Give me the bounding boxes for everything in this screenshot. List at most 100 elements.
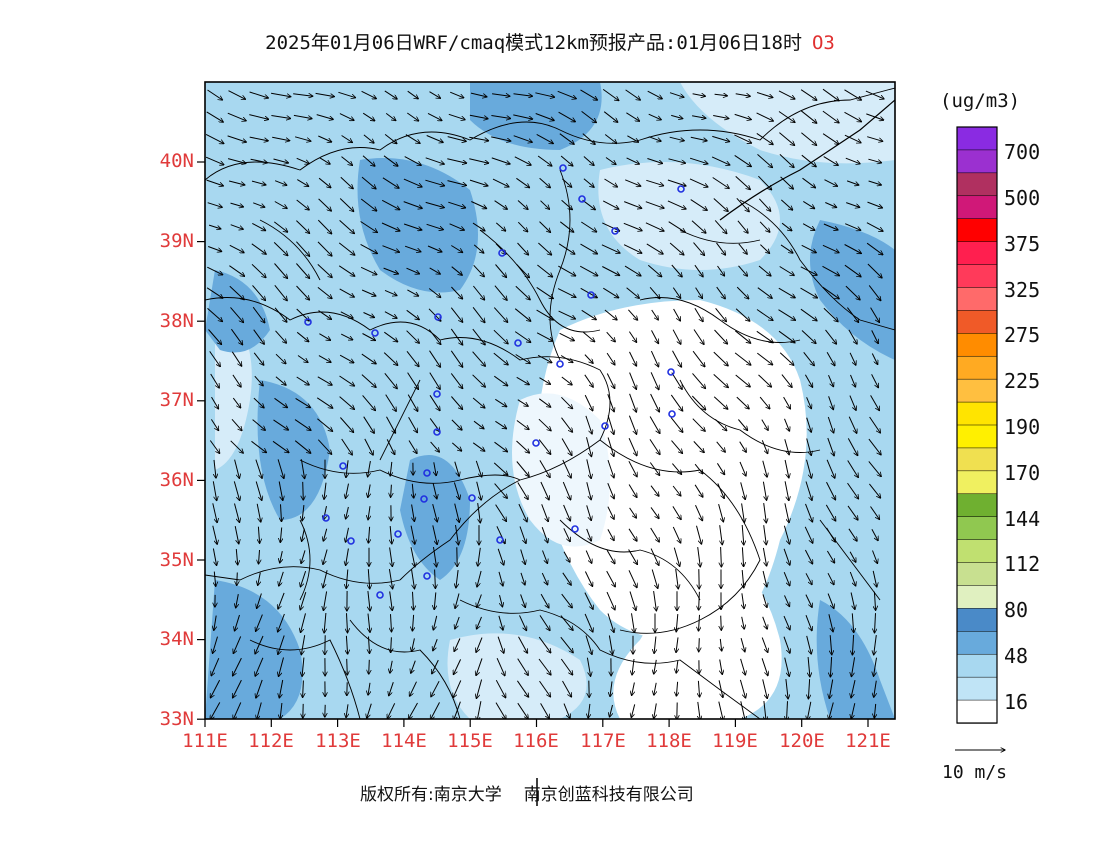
wind-vector [735, 94, 751, 97]
wind-vector [806, 459, 812, 479]
lon-label-118e: 118E [646, 730, 692, 752]
wind-vector [279, 679, 284, 698]
wind-vector [871, 374, 879, 387]
wind-vector [277, 459, 284, 478]
wind-vector [560, 658, 572, 675]
wind-vector [669, 136, 685, 141]
wind-vector [606, 352, 615, 365]
wind-vector [280, 550, 283, 563]
wind-vector [742, 524, 744, 545]
wind-vector [368, 569, 369, 589]
colorbar-box [956, 172, 998, 197]
wind-vector [477, 701, 482, 719]
wind-vector [495, 264, 507, 278]
colorbar-box [956, 562, 998, 587]
wind-vector [388, 569, 392, 589]
wind-vector [803, 351, 815, 365]
wind-vector [742, 570, 744, 588]
wind-vector [316, 397, 333, 408]
wind-vector [453, 659, 462, 674]
wind-vector [253, 202, 265, 207]
wind-vector [537, 155, 552, 166]
wind-vector [828, 614, 833, 632]
wind-vector [300, 459, 304, 478]
wind-vector [562, 459, 571, 478]
wind-vector [233, 636, 242, 653]
wind-vector [632, 682, 635, 696]
wind-vector [431, 702, 440, 719]
wind-vector [339, 375, 355, 386]
wind-vector [363, 416, 375, 434]
wind-vector [717, 483, 724, 499]
wind-vector [360, 243, 378, 253]
wind-vector [470, 92, 487, 97]
wind-vector [694, 308, 703, 321]
wind-vector [539, 398, 550, 407]
wind-vector [629, 591, 636, 611]
wind-vector [271, 115, 290, 119]
wind-vector [296, 263, 309, 279]
wind-vector [233, 657, 242, 676]
wind-vector [383, 155, 398, 166]
wind-vector [214, 459, 216, 478]
wind-vector [520, 594, 526, 607]
wind-vector [324, 612, 326, 633]
wind-vector [450, 373, 462, 388]
wind-vector [234, 503, 240, 523]
wind-vector [779, 132, 794, 146]
wind-vector [517, 221, 527, 232]
wind-vector [271, 92, 291, 96]
wind-vector [317, 264, 332, 277]
wind-vector [560, 155, 573, 166]
wind-vector [695, 504, 703, 521]
lon-label-119e: 119E [712, 730, 758, 752]
wind-vector [456, 570, 458, 588]
wind-vector [363, 312, 375, 318]
wind-vector [758, 265, 771, 276]
wind-vector [384, 331, 397, 342]
wind-vector [626, 157, 640, 164]
wind-vector [346, 704, 348, 717]
wind-vector [734, 352, 751, 365]
wind-vector [756, 309, 773, 321]
wind-vector [740, 482, 746, 499]
wind-vector [361, 176, 376, 189]
wind-vector [451, 396, 462, 410]
wind-vector [692, 94, 706, 96]
wind-vector [781, 374, 792, 388]
wind-vector [491, 157, 510, 164]
wind-vector [448, 113, 465, 119]
wind-vector [430, 441, 440, 452]
wind-vector [230, 307, 244, 322]
colorbar-box [956, 653, 998, 678]
wind-vector [866, 113, 883, 120]
wind-vector [560, 615, 573, 631]
wind-vector [403, 223, 422, 230]
wind-vector [476, 658, 483, 675]
wind-vector [779, 266, 795, 276]
wind-vector [676, 660, 678, 673]
wind-vector [205, 133, 224, 143]
lat-label-36n: 36N [159, 469, 194, 491]
wind-vector [585, 415, 592, 434]
wind-vector [517, 658, 529, 676]
wind-vector [801, 154, 816, 167]
colorbar-unit: (ug/m3) [940, 90, 1021, 112]
wind-vector [253, 329, 265, 345]
wind-vector [868, 461, 881, 476]
wind-vector [692, 373, 706, 388]
wind-vector [236, 549, 237, 565]
wind-vector [411, 504, 415, 522]
wind-vector [362, 112, 375, 121]
wind-vector [557, 288, 576, 298]
wind-vector [253, 352, 264, 365]
wind-vector [604, 178, 618, 187]
wind-vector [691, 395, 705, 410]
wind-vector [211, 396, 219, 409]
wind-vector [690, 136, 707, 141]
wind-vector [431, 680, 440, 697]
wind-vector [212, 481, 216, 500]
wind-vector [668, 158, 686, 163]
wind-vector [538, 418, 551, 431]
wind-vector [667, 179, 686, 186]
